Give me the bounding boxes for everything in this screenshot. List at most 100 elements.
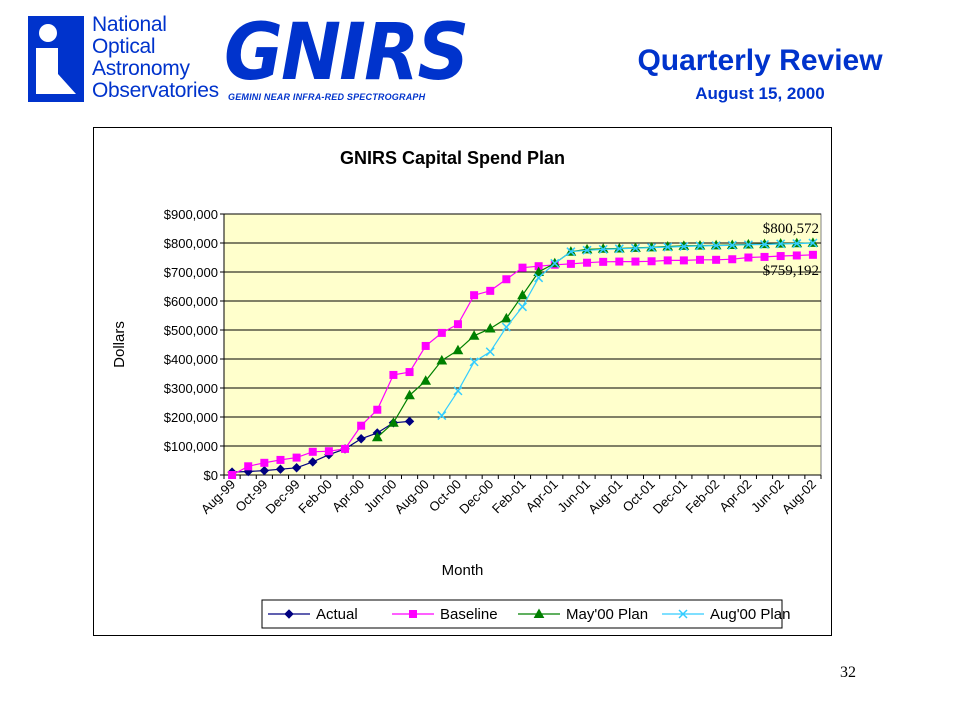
data-point-baseline: [615, 257, 624, 266]
data-point-baseline: [695, 255, 704, 264]
data-point-aug-00-plan: [695, 241, 705, 251]
data-point-baseline: [631, 257, 640, 266]
data-point-may-00-plan: [678, 240, 690, 250]
data-point-may-00-plan: [662, 240, 674, 251]
data-point-baseline: [341, 444, 350, 453]
org-line-4: Observatories: [92, 79, 219, 102]
data-point-aug-00-plan: [808, 238, 818, 248]
data-point-baseline: [470, 291, 479, 300]
data-point-baseline: [712, 255, 721, 264]
y-tick-label: $300,000: [164, 381, 218, 396]
data-point-aug-00-plan: [534, 273, 544, 283]
data-point-aug-00-plan: [469, 357, 479, 367]
data-point-aug-00-plan: [743, 240, 753, 250]
data-point-baseline: [405, 368, 414, 377]
data-point-baseline: [292, 453, 301, 462]
y-tick-label: $0: [204, 468, 218, 483]
x-tick-label: Feb-01: [489, 477, 529, 517]
x-tick-label: Apr-00: [329, 477, 367, 515]
x-tick-label: Feb-02: [683, 477, 723, 517]
data-point-aug-00-plan: [598, 244, 608, 254]
x-axis-label: Month: [442, 562, 484, 579]
data-point-aug-00-plan: [582, 245, 592, 255]
noao-wordmark: National Optical Astronomy Observatories: [92, 14, 222, 102]
data-point-may-00-plan: [597, 243, 609, 253]
plot-background: [223, 213, 822, 476]
data-point-baseline: [808, 250, 817, 259]
x-tick-label: Dec-01: [650, 477, 690, 517]
data-point-may-00-plan: [436, 354, 448, 365]
x-tick-label: Apr-02: [716, 477, 754, 515]
capital-spend-chart: GNIRS Capital Spend Plan $0 $100,000 $200,0…: [111, 148, 822, 629]
x-tick-label: Dec-00: [456, 477, 496, 517]
data-point-aug-00-plan: [663, 242, 673, 252]
data-point-baseline: [389, 370, 398, 379]
legend-marker: [284, 609, 294, 619]
data-point-baseline: [792, 251, 801, 260]
data-point-aug-00-plan: [437, 411, 447, 421]
data-point-baseline: [566, 259, 575, 268]
data-point-baseline: [502, 275, 511, 284]
data-point-baseline: [437, 328, 446, 337]
data-point-actual: [404, 416, 415, 427]
gnirs-subtitle: GEMINI NEAR INFRA-RED SPECTROGRAPH: [228, 92, 426, 102]
data-point-aug-00-plan: [776, 239, 786, 249]
data-point-may-00-plan: [468, 330, 480, 340]
data-point-actual: [275, 464, 286, 474]
legend-marker: [409, 610, 417, 618]
gnirs-logo: GNIRS GEMINI NEAR INFRA-RED SPECTROGRAPH: [224, 8, 469, 106]
data-point-baseline: [324, 447, 333, 456]
value-annotation: $800,572: [763, 221, 819, 237]
data-point-aug-00-plan: [727, 240, 737, 250]
data-point-aug-00-plan: [679, 241, 689, 252]
legend-label: Baseline: [440, 606, 498, 623]
page-date: August 15, 2000: [695, 84, 825, 103]
legend-marker: [678, 609, 688, 619]
legend-entry: Actual: [268, 606, 358, 623]
gnirs-wordmark: GNIRS: [224, 8, 469, 98]
data-point-aug-00-plan: [566, 247, 576, 257]
data-point-may-00-plan: [452, 344, 464, 355]
legend-entry: Aug'00 Plan: [662, 606, 790, 623]
chart-area: GNIRS Capital Spend Plan $0 $100,000 $200,0…: [93, 127, 832, 636]
data-point-baseline: [776, 252, 785, 261]
data-point-baseline: [744, 253, 753, 262]
data-point-baseline: [486, 286, 495, 295]
data-point-aug-00-plan: [485, 347, 495, 357]
data-point-baseline: [599, 257, 608, 266]
legend-marker: [533, 608, 545, 618]
data-point-aug-00-plan: [647, 243, 657, 253]
data-point-aug-00-plan: [711, 241, 721, 251]
data-point-baseline: [244, 462, 253, 471]
data-point-may-00-plan: [484, 323, 496, 333]
x-tick-label: Aug-00: [392, 477, 432, 517]
y-tick-label: $600,000: [164, 294, 218, 309]
data-point-may-00-plan: [371, 431, 383, 442]
x-tick-label: Apr-01: [523, 477, 561, 515]
data-point-aug-00-plan: [792, 239, 802, 249]
data-point-aug-00-plan: [759, 239, 770, 249]
y-tick-label: $400,000: [164, 352, 218, 367]
y-tick-label: $900,000: [164, 207, 218, 222]
legend-label: May'00 Plan: [566, 606, 648, 623]
legend-entry: Baseline: [392, 606, 498, 623]
data-point-baseline: [421, 341, 430, 350]
data-point-actual: [291, 463, 302, 473]
data-point-may-00-plan: [501, 312, 512, 323]
x-tick-label: Aug-02: [779, 477, 819, 517]
y-tick-label: $500,000: [164, 323, 218, 338]
data-point-may-00-plan: [404, 389, 415, 400]
data-point-may-00-plan: [533, 266, 544, 276]
data-point-baseline: [728, 255, 737, 264]
page-number: 32: [840, 664, 856, 681]
data-point-actual: [308, 457, 318, 467]
data-point-baseline: [518, 263, 527, 272]
chart-title: GNIRS Capital Spend Plan: [340, 148, 565, 168]
data-point-baseline: [308, 447, 317, 456]
data-point-aug-00-plan: [501, 322, 511, 332]
data-point-actual: [356, 434, 366, 444]
x-tick-label: Dec-99: [262, 477, 302, 517]
data-point-baseline: [453, 320, 462, 329]
data-point-baseline: [373, 405, 382, 414]
x-tick-label: Feb-00: [295, 477, 335, 517]
